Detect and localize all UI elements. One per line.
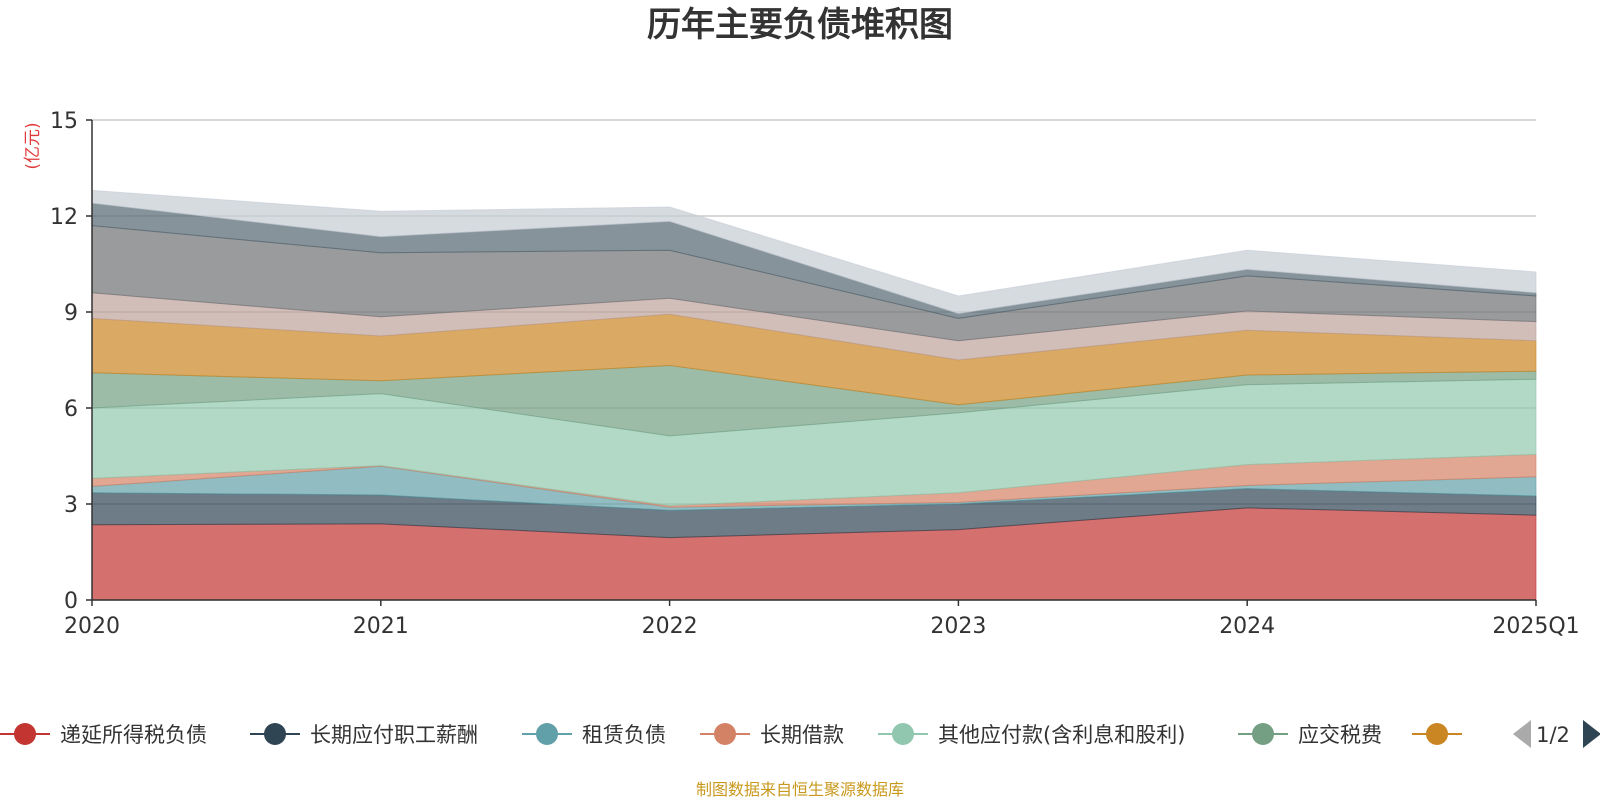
chart-title: 历年主要负债堆积图 bbox=[647, 5, 953, 45]
x-tick-label: 2025Q1 bbox=[1492, 614, 1579, 639]
legend-label: 长期应付职工薪酬 bbox=[310, 723, 478, 747]
legend-marker bbox=[892, 723, 914, 745]
legend-marker bbox=[1426, 723, 1448, 745]
legend-item[interactable]: 长期借款 bbox=[700, 723, 844, 747]
legend-next-arrow-icon[interactable] bbox=[1583, 720, 1600, 748]
y-tick-label: 3 bbox=[64, 493, 78, 518]
legend-item[interactable]: 长期应付职工薪酬 bbox=[250, 723, 478, 747]
legend-page-indicator: 1/2 bbox=[1536, 723, 1570, 747]
legend-item[interactable]: 租赁负债 bbox=[522, 723, 666, 747]
legend-item[interactable]: 其他应付款(含利息和股利) bbox=[878, 723, 1185, 747]
legend-marker bbox=[714, 723, 736, 745]
legend-label: 租赁负债 bbox=[582, 723, 666, 747]
legend-marker bbox=[14, 723, 36, 745]
x-tick-label: 2023 bbox=[930, 614, 986, 639]
legend-label: 递延所得税负债 bbox=[60, 723, 207, 747]
stacked-areas bbox=[91, 189, 1537, 601]
legend-label: 应交税费 bbox=[1298, 723, 1382, 747]
legend-label: 长期借款 bbox=[760, 723, 844, 747]
x-tick-label: 2022 bbox=[642, 614, 698, 639]
area-series-10 bbox=[91, 189, 1537, 315]
x-axis-ticks: 2020 2021 2022 2023 2024 2025Q1 bbox=[64, 600, 1580, 639]
legend-marker bbox=[264, 723, 286, 745]
legend-label: 上 bbox=[1472, 723, 1493, 747]
legend-item[interactable]: 上 bbox=[1412, 723, 1493, 747]
axes bbox=[91, 120, 1536, 601]
y-tick-label: 12 bbox=[50, 205, 78, 230]
legend-item[interactable]: 应交税费 bbox=[1238, 723, 1382, 747]
x-tick-label: 2020 bbox=[64, 614, 120, 639]
legend-label: 其他应付款(含利息和股利) bbox=[938, 723, 1185, 747]
y-tick-label: 15 bbox=[50, 109, 78, 134]
data-source: 制图数据来自恒生聚源数据库 bbox=[696, 780, 904, 799]
legend-pager: 1/2 bbox=[1513, 720, 1600, 748]
legend-marker bbox=[1252, 723, 1274, 745]
y-tick-label: 6 bbox=[64, 397, 78, 422]
legend: 递延所得税负债 长期应付职工薪酬 租赁负债 长期借款 其他应付款(含利息和股利) 应交税费… bbox=[0, 723, 1493, 747]
y-tick-label: 9 bbox=[64, 301, 78, 326]
legend-item[interactable]: 递延所得税负债 bbox=[0, 723, 207, 747]
legend-prev-arrow-icon[interactable] bbox=[1513, 720, 1531, 748]
legend-items: 递延所得税负债 长期应付职工薪酬 租赁负债 长期借款 其他应付款(含利息和股利) 应交税费… bbox=[0, 723, 1493, 747]
x-tick-label: 2024 bbox=[1219, 614, 1275, 639]
y-tick-label: 0 bbox=[64, 589, 78, 614]
unit-label: (亿元) bbox=[23, 122, 43, 169]
x-tick-label: 2021 bbox=[353, 614, 409, 639]
legend-marker bbox=[536, 723, 558, 745]
y-axis-ticks: 0 3 6 9 12 15 bbox=[50, 109, 92, 614]
